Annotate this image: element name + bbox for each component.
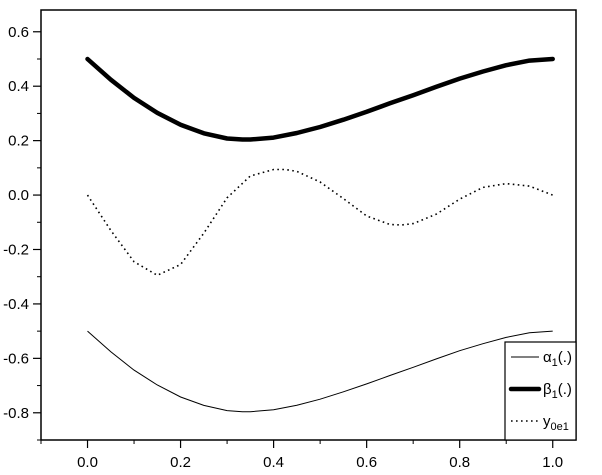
y-tick-label: -0.2 <box>3 241 29 258</box>
y-tick-label: 0.2 <box>8 133 29 150</box>
series-line-alpha <box>87 330 553 413</box>
x-tick-label: 0.6 <box>356 454 377 471</box>
y-tick-label: 0.4 <box>8 78 29 95</box>
x-tick-label: 0.2 <box>170 454 191 471</box>
y-tick-label: -0.6 <box>3 350 29 367</box>
legend: α1(.) β1(.) y0e1 <box>504 341 577 441</box>
x-tick-label: 1.0 <box>542 454 563 471</box>
plot-frame <box>40 9 577 441</box>
x-tick-label: 0.0 <box>77 454 98 471</box>
y-tick-label: 0.0 <box>8 187 29 204</box>
y-tick-label: 0.6 <box>8 24 29 41</box>
legend-label-alpha: α1(.) <box>543 349 572 369</box>
series-lines <box>85 56 555 413</box>
x-tick-label: 0.8 <box>449 454 470 471</box>
x-tick-label: 0.4 <box>263 454 284 471</box>
series-line-beta <box>85 56 555 142</box>
series-line-y <box>86 168 553 277</box>
y-tick-label: -0.8 <box>3 405 29 422</box>
y-axis: -0.8 -0.6 -0.4 -0.2 0.0 0.2 0.4 0.6 <box>3 24 41 441</box>
y-tick-label: -0.4 <box>3 296 29 313</box>
legend-label-beta: β1(.) <box>543 381 572 401</box>
legend-label-y: y0e1 <box>543 413 569 433</box>
x-axis: 0.0 0.2 0.4 0.6 0.8 1.0 <box>40 440 563 471</box>
